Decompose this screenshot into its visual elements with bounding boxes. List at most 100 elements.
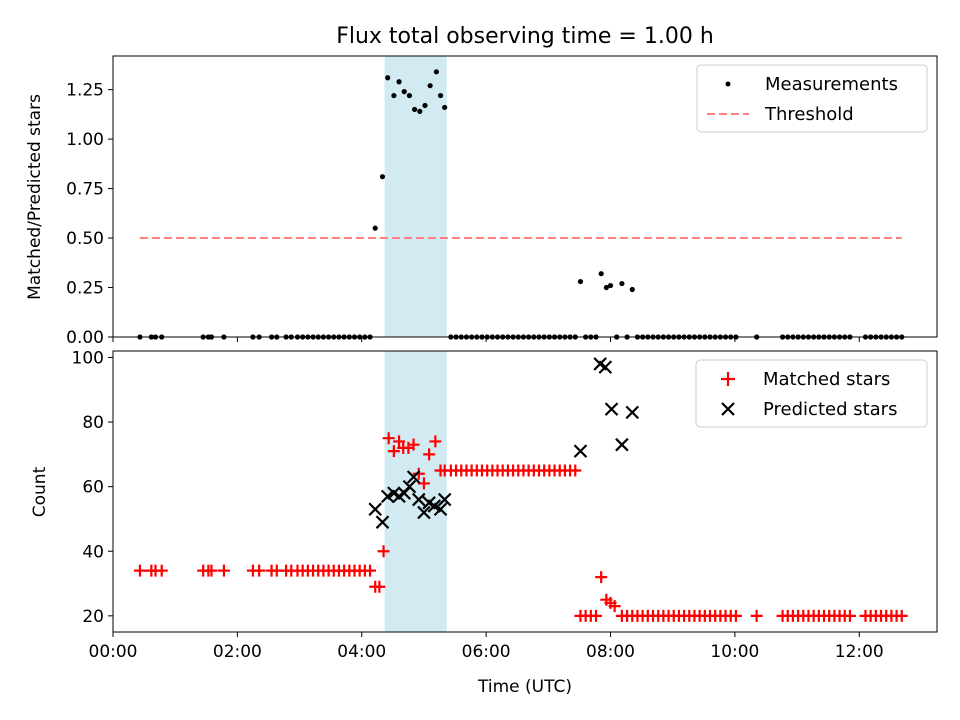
y-tick-label: 0.25 — [66, 279, 104, 299]
y-tick-label: 0.00 — [66, 328, 104, 348]
matched-star-point — [205, 564, 218, 577]
y-tick-label: 20 — [82, 607, 104, 627]
measurement-point — [437, 92, 444, 99]
predicted-star-point — [573, 444, 588, 458]
matched-star-point — [133, 564, 146, 577]
measurement-point — [412, 106, 418, 113]
top-panel: 0.00 0.25 0.50 0.75 1.00 1.25 Flux total obse… — [25, 24, 938, 348]
top-legend-box — [696, 64, 928, 133]
measurement-point — [603, 284, 609, 291]
top-y-axis-label: Matched/Predicted stars — [25, 94, 45, 300]
matched-star-point — [595, 571, 608, 584]
top-plot-frame — [112, 55, 938, 338]
top-y-axis: 0.00 0.25 0.50 0.75 1.00 1.25 — [66, 81, 113, 348]
predicted-star-point — [604, 402, 619, 416]
measurement-point — [422, 102, 428, 109]
measurement-point — [427, 83, 433, 89]
matched-star-point — [407, 438, 420, 451]
predicted-star-point — [406, 470, 421, 484]
matched-star-point — [373, 580, 386, 593]
measurement-point — [598, 271, 604, 277]
chart-title: Flux total observing time = 1.00 h — [336, 24, 714, 49]
bottom-x-axis-label: Time (UTC) — [477, 677, 572, 697]
y-tick-label: 1.00 — [66, 130, 104, 150]
top-x-ticks — [112, 337, 860, 342]
observing-window — [384, 56, 447, 337]
y-tick-label: 40 — [82, 542, 104, 562]
measurement-point — [629, 286, 635, 293]
measurement-point — [417, 108, 423, 115]
measurement-point — [379, 174, 386, 180]
predicted-legend-marker — [721, 402, 735, 416]
y-tick-label: 1.25 — [66, 81, 104, 101]
measurement-point — [619, 280, 625, 287]
top-legend-entry-2: Threshold — [764, 104, 854, 125]
top-legend-entry-1: Measurements — [765, 74, 898, 95]
predicted-star-point — [402, 479, 417, 494]
x-tick-label: 00:00 — [89, 642, 138, 662]
bottom-panel: 20 40 60 80 100 00:00 02:00 04:00 06:00 08:00 10:… — [30, 348, 938, 697]
predicted-star-point — [411, 492, 426, 507]
x-tick-label: 10:00 — [710, 642, 759, 662]
matched-star-point — [729, 609, 742, 622]
matched-star-point — [217, 564, 230, 577]
matched-star-point — [750, 609, 763, 622]
matched-legend-marker — [721, 372, 735, 386]
predicted-star-point — [625, 405, 640, 420]
y-tick-label: 0.50 — [66, 229, 104, 249]
measurement-point — [607, 282, 614, 289]
bottom-y-axis: 20 40 60 80 100 — [72, 348, 113, 627]
predicted-star-point — [598, 360, 613, 374]
x-tick-label: 08:00 — [586, 642, 635, 662]
predicted-star-point — [375, 515, 390, 529]
matched-star-point — [843, 609, 856, 622]
matched-star-point — [417, 477, 430, 490]
matched-star-point — [387, 445, 400, 458]
y-tick-label: 80 — [82, 413, 104, 433]
predicted-star-point — [433, 502, 448, 517]
measurement-point — [391, 92, 397, 99]
measurement-point — [401, 89, 407, 95]
measurement-point — [385, 75, 391, 81]
matched-star-point — [393, 435, 406, 448]
matched-star-point — [382, 432, 395, 445]
bottom-legend: Matched stars Predicted stars — [695, 359, 928, 428]
bottom-plot-frame — [112, 350, 938, 633]
matched-star-point — [377, 545, 390, 558]
matched-star-point — [895, 609, 908, 622]
matched-star-point — [253, 564, 266, 577]
bottom-legend-entry-1: Matched stars — [763, 369, 890, 390]
predicted-star-point — [437, 492, 452, 507]
matched-star-point — [155, 564, 168, 577]
x-tick-label: 04:00 — [337, 642, 386, 662]
measurement-point — [406, 92, 413, 99]
measurements-legend-marker — [725, 81, 731, 87]
predicted-star-point — [368, 502, 383, 517]
matched-star-point — [364, 564, 377, 577]
measurement-point — [433, 69, 439, 75]
measurement-point — [442, 104, 448, 111]
predicted-star-point — [417, 505, 431, 520]
matched-star-point — [412, 467, 425, 480]
measurement-point — [577, 278, 584, 285]
top-legend: Measurements Threshold — [696, 64, 928, 133]
y-tick-label: 60 — [82, 478, 104, 498]
y-tick-label: 100 — [72, 348, 104, 368]
matched-star-point — [423, 448, 436, 461]
x-tick-label: 02:00 — [213, 642, 262, 662]
bottom-legend-entry-2: Predicted stars — [763, 399, 897, 420]
bottom-plot-marks — [133, 357, 908, 622]
matched-star-point — [608, 600, 621, 613]
measurement-point — [372, 225, 378, 231]
predicted-star-point — [615, 437, 629, 452]
bottom-y-axis-label: Count — [30, 466, 50, 517]
x-tick-label: 12:00 — [835, 642, 884, 662]
observing-window-span — [384, 56, 447, 337]
matched-star-point — [589, 609, 602, 622]
x-tick-label: 06:00 — [462, 642, 511, 662]
measurement-point — [396, 79, 402, 85]
matched-star-point — [429, 435, 442, 448]
bottom-x-axis: 00:00 02:00 04:00 06:00 08:00 10:00 12:00 — [89, 632, 884, 662]
y-tick-label: 0.75 — [66, 180, 104, 200]
